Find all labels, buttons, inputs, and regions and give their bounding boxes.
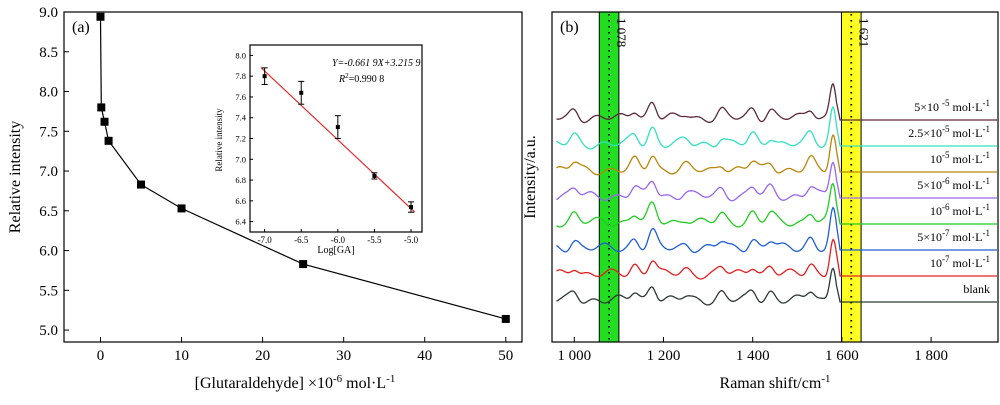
raman-spectrum-line <box>556 182 997 228</box>
panel-a-series-line <box>99 16 506 320</box>
raman-series-label: 5×10 -5 mol·L-1 <box>914 98 990 114</box>
panel-a-data-point <box>299 260 308 269</box>
panel-a-y-tick-label: 5.5 <box>39 283 58 299</box>
panel-a-y-tick-label: 9.0 <box>39 5 58 21</box>
inset-x-tick-label: -6.0 <box>331 235 346 245</box>
inset-y-tick-label: 7.4 <box>235 113 246 123</box>
panel-a-y-tick-label: 6.0 <box>39 244 58 260</box>
panel-a: (a) 5.0 5.5 6.0 6.5 7.0 7.5 8.0 8.5 9.0 0 10 20 30 4… <box>7 5 523 392</box>
inset-y-tick-label: 7.2 <box>235 134 246 144</box>
inset-data-point <box>409 205 414 210</box>
panel-a-data-point <box>137 180 146 189</box>
raman-spectrum-line <box>556 267 997 306</box>
panel-a-data-point <box>177 204 186 213</box>
panel-b-x-tick-label: 1 600 <box>825 348 859 364</box>
inset-y-axis-label: Relative intensity <box>214 108 224 172</box>
panel-b-x-tick-label: 1 800 <box>914 348 948 364</box>
inset-y-tick-label: 7.8 <box>235 71 246 81</box>
inset-y-ticks: 6.4 6.6 6.8 7.0 7.2 7.4 7.6 7.8 8.0 <box>235 50 253 227</box>
panel-a-y-tick-label: 6.5 <box>39 204 58 220</box>
raman-series-label: 10-5 mol·L-1 <box>930 150 990 166</box>
panel-b-label: (b) <box>560 19 579 36</box>
inset-data-point <box>372 173 377 178</box>
inset-y-tick-label: 6.4 <box>235 217 246 227</box>
panel-a-y-tick-label: 5.0 <box>39 323 58 339</box>
panel-b-x-axis-label: Raman shift/cm-1 <box>720 373 831 392</box>
inset-fit-line <box>260 67 416 213</box>
panel-b-bands: 1 078 1 621 <box>598 11 871 343</box>
raman-band-label: 1 078 <box>614 18 629 47</box>
panel-b-x-tick-label: 1 400 <box>736 348 770 364</box>
panel-a-y-tick-label: 7.5 <box>39 124 58 140</box>
inset-data-point <box>262 74 267 79</box>
panel-b-series-labels: blank 10-7 mol·L-1 5×10-7 mol·L-1 10-6 mol·… <box>908 98 990 296</box>
raman-spectrum-line <box>556 82 997 124</box>
panel-a-points <box>96 12 510 323</box>
inset-x-ticks: -7.0 -6.5 -6.0 -5.5 -5.0 <box>258 229 419 245</box>
panel-a-x-tick-label: 40 <box>417 348 432 364</box>
raman-series-label: 2.5×10-5 mol·L-1 <box>908 124 990 140</box>
inset-x-tick-label: -5.5 <box>367 235 382 245</box>
panel-a-data-point <box>104 136 113 145</box>
panel-a-label: (a) <box>72 19 90 36</box>
inset-y-tick-label: 7.0 <box>235 154 246 164</box>
panel-a-y-ticks: 5.0 5.5 6.0 6.5 7.0 7.5 8.0 8.5 9.0 <box>39 5 69 339</box>
panel-a-x-axis-label: [Glutaraldehyde] ×10-6 mol·L-1 <box>195 373 396 392</box>
panel-a-x-tick-label: 50 <box>498 348 513 364</box>
panel-b: 1 078 1 621 blank 10-7 mol·L-1 5×10-7 mol·L… <box>522 11 999 392</box>
raman-series-label: 10-6 mol·L-1 <box>930 202 990 218</box>
panel-a-y-tick-label: 8.0 <box>39 85 58 101</box>
panel-a-x-tick-label: 0 <box>97 348 105 364</box>
panel-a-data-point <box>501 314 510 323</box>
inset-r2: R2=0.990 8 <box>338 72 384 85</box>
raman-spectrum-line <box>556 133 997 176</box>
inset-x-tick-label: -6.5 <box>294 235 309 245</box>
panel-b-frame <box>551 11 999 343</box>
inset-y-tick-label: 8.0 <box>235 50 246 60</box>
inset-x-axis-label: Log[GA] <box>317 245 354 256</box>
raman-series-label: blank <box>963 282 990 296</box>
inset-equation: Y=-0.661 9X+3.215 9 <box>332 58 421 69</box>
inset-y-tick-label: 6.8 <box>235 175 246 185</box>
panel-a-x-tick-label: 30 <box>336 348 351 364</box>
panel-b-x-tick-label: 1 000 <box>557 348 591 364</box>
inset-x-tick-label: -5.0 <box>404 235 419 245</box>
panel-a-data-point <box>97 103 106 112</box>
panel-a-x-ticks: 0 10 20 30 40 50 <box>97 337 513 364</box>
panel-a-x-tick-label: 20 <box>255 348 270 364</box>
inset-y-tick-label: 6.6 <box>235 196 246 206</box>
raman-spectrum-line <box>556 206 997 254</box>
raman-spectrum-line <box>556 161 997 202</box>
panel-a-frame <box>63 11 523 343</box>
panel-a-data-point <box>100 117 109 126</box>
panel-a-y-axis-label: Relative intensity <box>7 121 24 233</box>
inset-points <box>261 67 415 213</box>
inset-y-tick-label: 7.6 <box>235 92 246 102</box>
inset-chart: 6.4 6.6 6.8 7.0 7.2 7.4 7.6 7.8 8.0 -7.0 -6.5 -6.0… <box>214 44 423 256</box>
inset-data-point <box>299 90 304 95</box>
panel-b-spectra <box>556 82 997 306</box>
panel-a-y-tick-label: 7.0 <box>39 164 58 180</box>
inset-x-tick-label: -7.0 <box>258 235 273 245</box>
panel-a-y-tick-label: 8.5 <box>39 45 58 61</box>
raman-band-label: 1 621 <box>856 18 871 47</box>
panel-b-x-tick-label: 1 200 <box>647 348 681 364</box>
raman-spectrum-line <box>556 238 997 280</box>
panel-a-x-tick-label: 10 <box>174 348 189 364</box>
panel-b-x-ticks: 1 000 1 200 1 400 1 600 1 800 <box>557 337 948 364</box>
panel-b-y-axis-label: Intensity/a.u. <box>522 135 539 219</box>
inset-data-point <box>335 125 340 130</box>
raman-spectrum-line <box>556 105 997 150</box>
raman-series-label: 5×10-7 mol·L-1 <box>917 228 990 244</box>
raman-series-label: 5×10-6 mol·L-1 <box>917 176 990 192</box>
panel-a-data-point <box>96 12 105 21</box>
raman-series-label: 10-7 mol·L-1 <box>930 254 990 270</box>
